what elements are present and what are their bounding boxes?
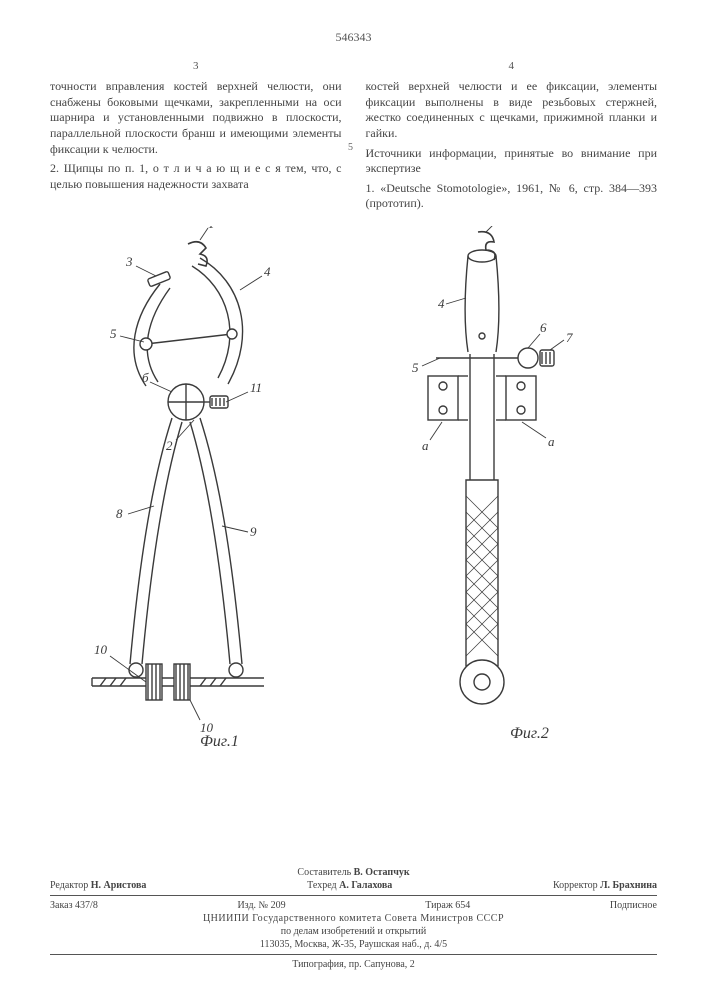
footer-org2: по делам изобретений и открытий [50,926,657,937]
footer: Составитель В. Остапчук Редактор Н. Арис… [50,865,657,972]
fig2-callout-a2: a [548,434,555,449]
left-p2: 2. Щипцы по п. 1, о т л и ч а ю щ и е с … [50,161,342,192]
figure-area: 1 3 4 5 б 2 11 8 9 10 10 1 4 5 6 7 a a [50,226,657,806]
fig1-callout-11: 11 [250,380,262,395]
gutter-marker: 5 [348,142,353,153]
fig1-callout-3: 3 [125,254,133,269]
figures-svg: 1 3 4 5 б 2 11 8 9 10 10 1 4 5 6 7 a a [50,226,657,806]
footer-izd: Изд. № 209 [237,900,285,911]
fig2-callout-4: 4 [438,296,445,311]
corr-name: Л. Брахнина [600,880,657,891]
right-p1: костей верхней челюсти и ее фиксации, эл… [366,79,658,141]
fig2-callout-a1: a [422,438,429,453]
fig1-callout-1: 1 [208,226,215,231]
fig2-cheek-right [496,376,536,420]
fig1-callout-2: 2 [166,438,173,453]
right-column: 4 костей верхней челюсти и ее фиксации, … [366,59,658,216]
fig1-nut-left [146,664,162,700]
left-col-number: 3 [50,59,342,73]
document-number: 546343 [50,30,657,45]
tech-label: Техред [307,880,336,891]
fig1-callout-8: 8 [116,506,123,521]
footer-tirazh: Тираж 654 [425,900,470,911]
fig1-nut-right [174,664,190,700]
footer-order: Заказ 437/8 [50,900,98,911]
compiler-label: Составитель [297,867,351,878]
fig1-label: Фиг.1 [200,733,239,750]
right-col-number: 4 [366,59,658,73]
fig1-callout-4: 4 [264,264,271,279]
fig2-callout-5: 5 [412,360,419,375]
tech-name: А. Галахова [339,880,392,891]
fig1-group [92,228,264,720]
right-p3: 1. «Deutsche Stomotologie», 1961, № 6, с… [366,181,658,212]
editor-label: Редактор [50,880,88,891]
left-p1: точности вправления костей верхней челюс… [50,79,342,157]
editor-name: Н. Аристова [91,880,147,891]
footer-rule-2 [50,954,657,955]
fig1-callout-9: 9 [250,524,257,539]
fig2-callout-6: 6 [540,320,547,335]
compiler-name: В. Остапчук [354,867,410,878]
fig1-callout-5: 5 [110,326,117,341]
right-p2: Источники информации, принятые во вниман… [366,146,658,177]
fig2-callout-7: 7 [566,330,573,345]
footer-podp: Подписное [610,900,657,911]
footer-addr: 113035, Москва, Ж-35, Раушская наб., д. … [50,939,657,950]
footer-rule-1 [50,895,657,896]
fig2-label: Фиг.2 [510,725,549,742]
footer-org1: ЦНИИПИ Государственного комитета Совета … [50,913,657,924]
text-columns: 3 точности вправления костей верхней чел… [50,59,657,216]
fig1-callout-10a: 10 [94,642,108,657]
footer-typo: Типография, пр. Сапунова, 2 [50,959,657,970]
fig2-cheek-left [428,376,468,420]
corr-label: Корректор [553,880,598,891]
left-column: 3 точности вправления костей верхней чел… [50,59,342,216]
fig1-callout-b: б [142,370,149,385]
